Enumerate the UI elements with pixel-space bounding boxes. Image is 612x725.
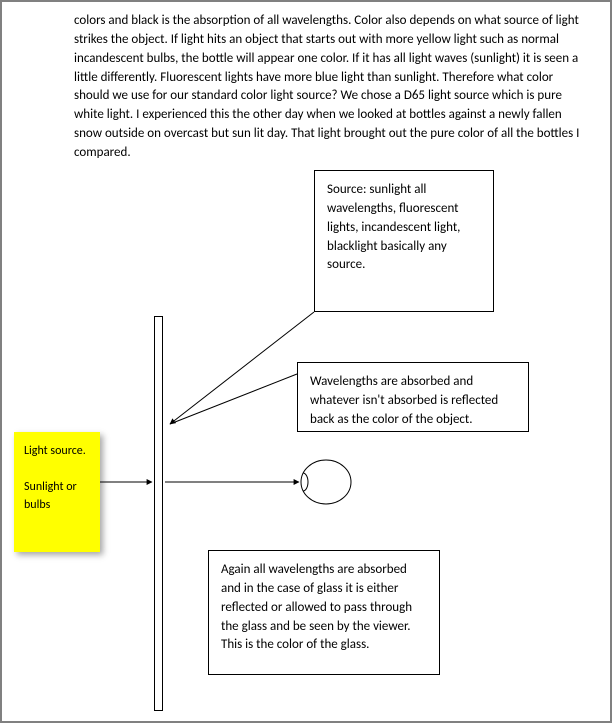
line-bar-to-reflect — [170, 374, 297, 424]
intro-paragraph: colors and black is the absorption of al… — [74, 12, 582, 163]
line-source-to-bar — [170, 312, 314, 424]
source-box: Source: sunlight all wavelengths, fluore… — [314, 170, 494, 312]
document-page: colors and black is the absorption of al… — [0, 0, 612, 723]
reflection-box: Wavelengths are absorbed and whatever is… — [297, 362, 529, 432]
source-box-text: Source: sunlight all wavelengths, fluore… — [327, 182, 460, 272]
glass-box-text: Again all wavelengths are absorbed and i… — [221, 562, 412, 652]
light-source-card: Light source. Sunlight or bulbs — [14, 432, 100, 552]
reflection-box-text: Wavelengths are absorbed and whatever is… — [310, 374, 498, 427]
eye-outline — [301, 460, 351, 504]
glass-bar — [154, 316, 163, 711]
glass-box: Again all wavelengths are absorbed and i… — [208, 550, 440, 675]
light-source-line2: Sunlight or bulbs — [24, 478, 90, 514]
light-source-line1: Light source. — [24, 442, 90, 460]
eye-iris — [303, 473, 308, 491]
